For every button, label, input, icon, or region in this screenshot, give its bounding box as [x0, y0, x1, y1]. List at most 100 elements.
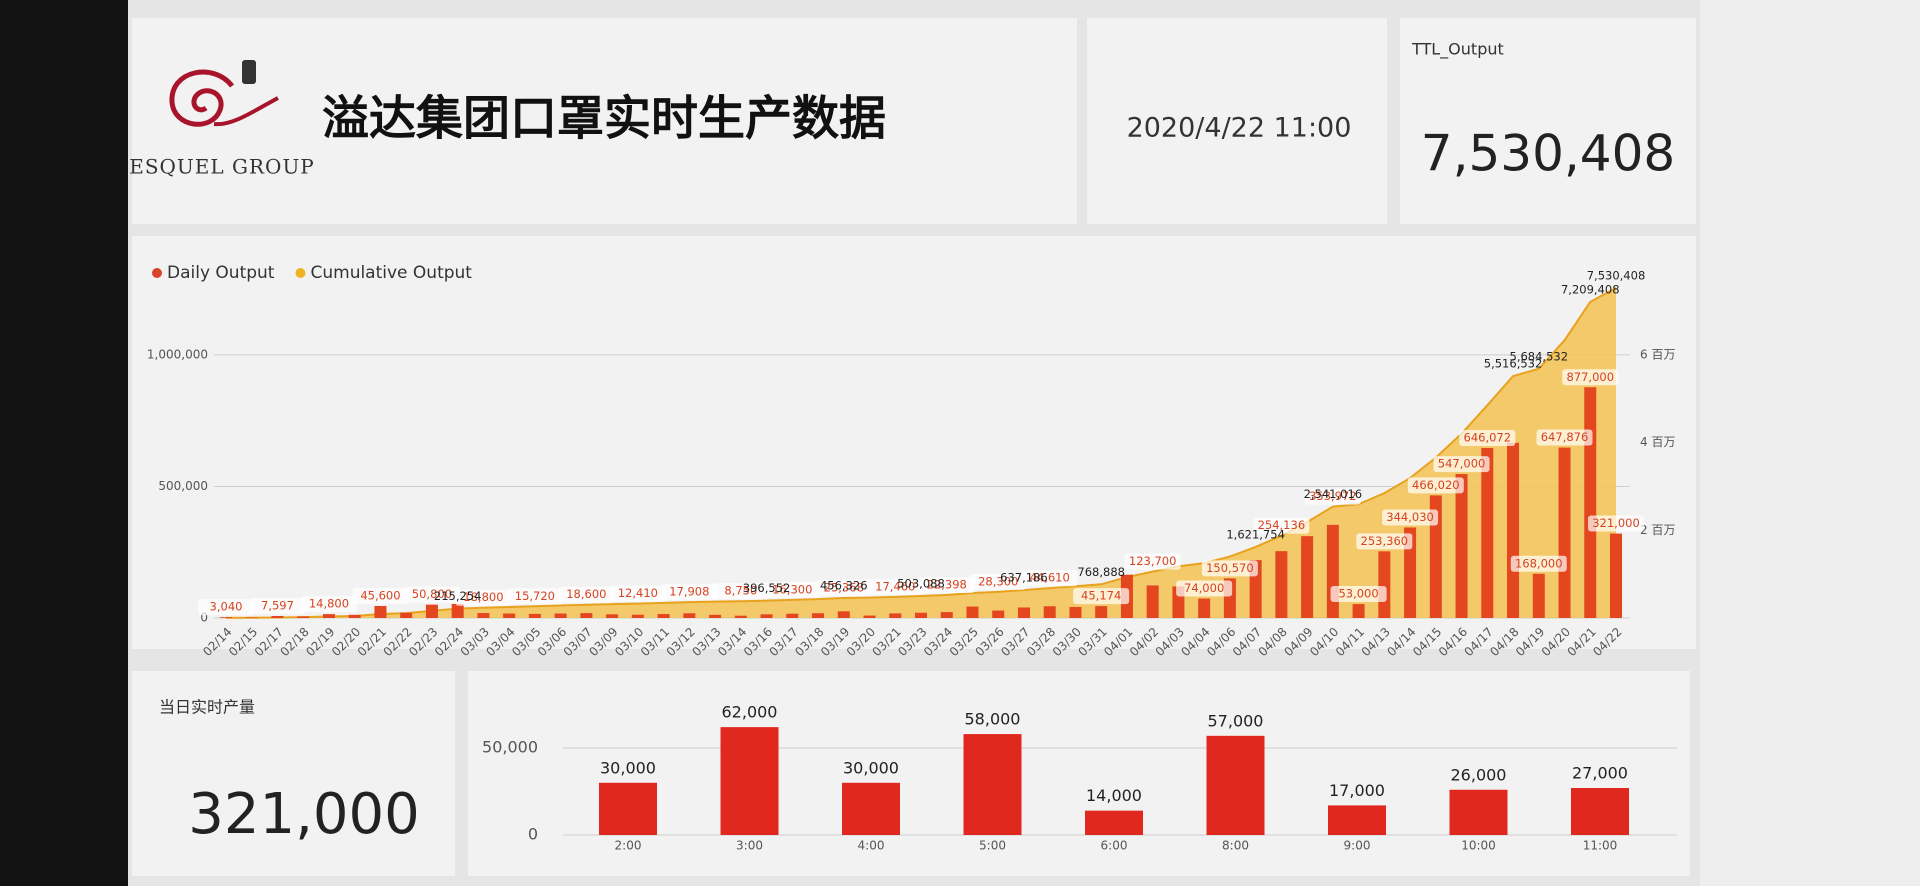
total-value: 7,530,408: [1421, 125, 1675, 183]
cumulative-area: [226, 287, 1616, 618]
label-bg: [1459, 430, 1516, 447]
data-label: 53,000: [1338, 587, 1378, 601]
label-bg: [1253, 517, 1310, 534]
total-label: TTL_Output: [1411, 40, 1504, 60]
data-label: 637,186: [1000, 571, 1048, 585]
daily-bar: [425, 604, 438, 618]
data-label: 321,000: [1592, 516, 1640, 530]
daily-bar: [580, 613, 593, 618]
label-bg: [815, 579, 872, 596]
label-bg: [249, 598, 306, 615]
daily-bar: [1326, 524, 1339, 618]
data-label: 45,600: [360, 589, 400, 603]
data-label: 2,541,016: [1304, 487, 1363, 501]
x-tick-label: 5:00: [979, 839, 1006, 853]
daily-bar: [1429, 495, 1442, 618]
data-label: 123,700: [1129, 554, 1177, 568]
daily-bar: [348, 614, 361, 618]
daily-bar: [734, 615, 747, 618]
x-tick-label: 11:00: [1583, 839, 1618, 853]
legend-label: Daily Output: [167, 263, 275, 283]
logo-text: ESQUEL GROUP: [129, 155, 315, 179]
data-label: 18,800: [463, 590, 503, 604]
daily-bar: [1378, 551, 1391, 618]
label-bg: [1588, 515, 1644, 532]
data-label: 17,000: [1329, 781, 1385, 800]
daily-bar: [400, 612, 413, 618]
y-tick-label: 0: [528, 825, 538, 844]
daily-bar: [915, 612, 927, 618]
daily-bar: [1558, 447, 1571, 618]
data-label: 22,398: [927, 577, 967, 591]
daily-bar: [477, 613, 490, 618]
y-tick-label: 1,000,000: [147, 347, 208, 361]
daily-bar: [245, 617, 258, 618]
label-bg: [1304, 488, 1361, 505]
daily-bar: [940, 612, 953, 618]
daily-bar: [1532, 573, 1545, 618]
date-panel: [1087, 18, 1387, 224]
screen-glare: [1700, 0, 1920, 886]
label-bg: [1124, 553, 1181, 570]
bar: [842, 782, 900, 835]
data-label: 16,300: [772, 582, 812, 596]
label-bg: [712, 583, 769, 600]
data-label: 466,020: [1412, 478, 1460, 492]
x-tick-label: 3:00: [736, 839, 763, 853]
label-bg: [1433, 456, 1490, 473]
data-label: 547,000: [1438, 457, 1486, 471]
screen-bezel: [0, 0, 128, 886]
data-label: 14,800: [309, 597, 349, 611]
logo-spiral: [169, 69, 234, 127]
logo-seal: [242, 60, 256, 84]
total-panel: [1400, 18, 1696, 224]
hourly-chart-panel: [468, 671, 1690, 876]
label-bg: [198, 599, 254, 616]
daily-bar: [528, 613, 541, 618]
x-tick-label: 8:00: [1222, 839, 1249, 853]
data-label: 27,000: [1572, 764, 1628, 783]
data-label: 44,610: [1030, 571, 1070, 585]
data-label: 62,000: [722, 703, 778, 722]
daily-bar: [966, 606, 979, 618]
daily-bar: [1069, 606, 1082, 618]
label-bg: [918, 576, 975, 593]
label-bg: [1356, 533, 1413, 550]
label-bg: [1201, 560, 1258, 577]
data-label: 646,072: [1464, 431, 1512, 445]
bar: [1328, 805, 1386, 835]
today-label: 当日实时产量: [159, 698, 255, 717]
data-label: 254,136: [1258, 518, 1306, 532]
daily-bar: [1095, 606, 1108, 618]
bar: [1206, 735, 1265, 835]
data-label: 344,030: [1386, 510, 1434, 524]
legend-label: Cumulative Output: [310, 263, 472, 283]
data-label: 150,570: [1206, 561, 1254, 575]
data-label: 17,908: [669, 585, 709, 599]
label-bg: [1330, 586, 1387, 603]
data-label: 503,088: [897, 576, 945, 590]
label-bg: [558, 586, 615, 603]
daily-bar: [1455, 474, 1468, 618]
label-bg: [455, 589, 512, 606]
today-value: 321,000: [188, 782, 420, 847]
daily-bar: [1146, 585, 1159, 618]
daily-bar: [1584, 387, 1597, 618]
data-label: 8,750: [724, 584, 757, 598]
data-label: 28,300: [978, 574, 1018, 588]
y2-tick-label: 2 百万: [1640, 523, 1675, 537]
data-label: 14,000: [1086, 786, 1142, 805]
y-tick-label: 500,000: [158, 479, 208, 493]
daily-bar: [657, 614, 670, 618]
data-label: 17,460: [875, 579, 915, 593]
daily-bar: [812, 613, 825, 618]
label-bg: [970, 573, 1027, 590]
daily-bar: [374, 606, 387, 618]
data-label: 50,800: [412, 587, 452, 601]
label-bg: [764, 581, 821, 598]
label-bg: [403, 586, 460, 603]
daily-bar: [631, 614, 644, 618]
daily-bar: [760, 614, 773, 618]
data-label: 877,000: [1566, 370, 1614, 384]
